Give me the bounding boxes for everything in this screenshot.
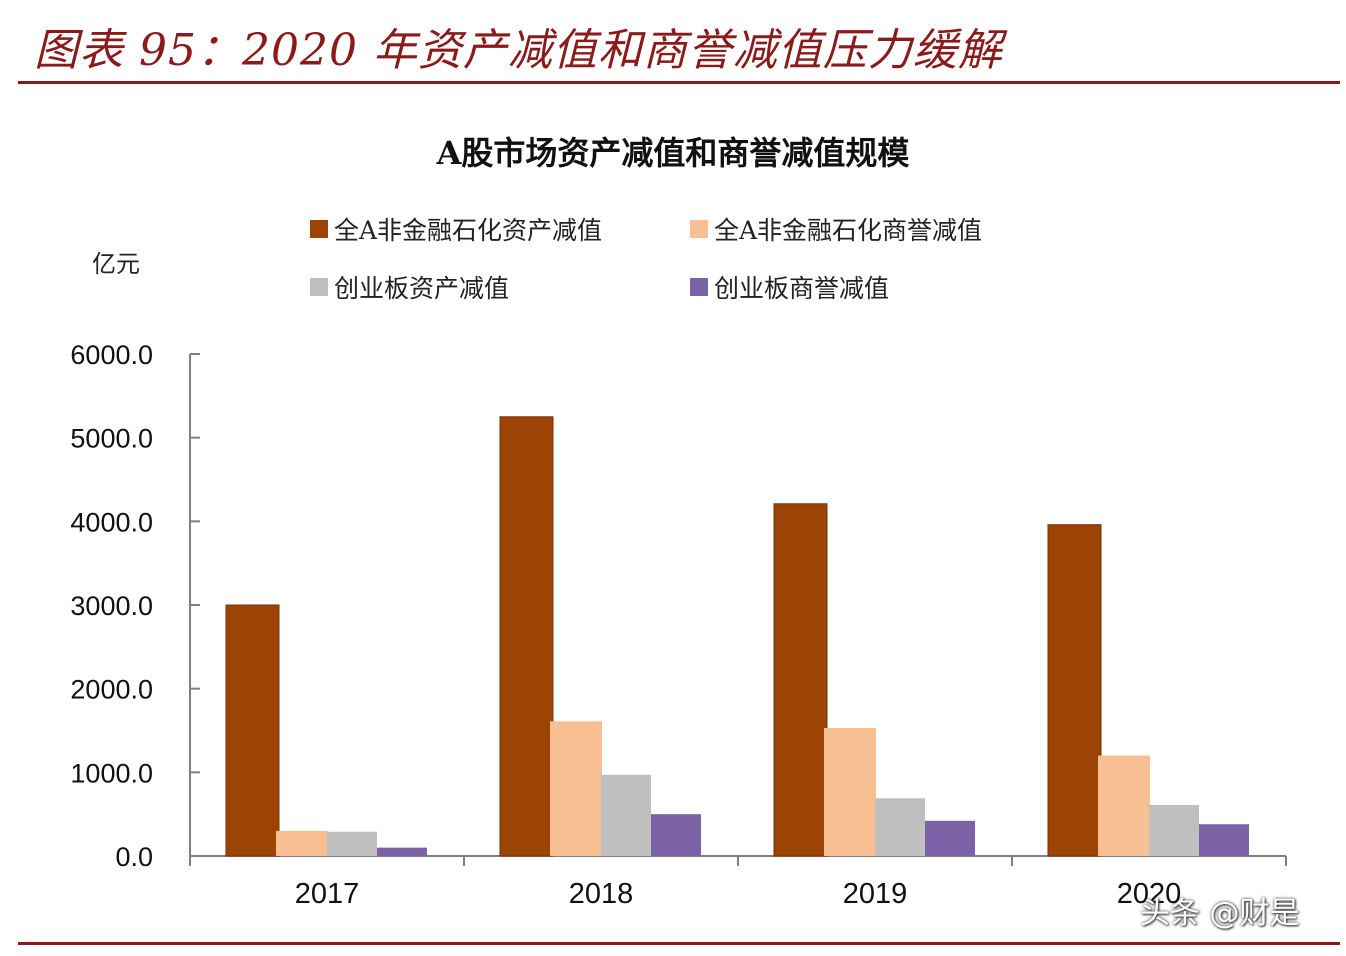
bar-1-2017 — [225, 604, 280, 857]
bar-3-2019 — [875, 798, 925, 856]
legend-swatch-series-1 — [310, 220, 328, 238]
bar-4-2020 — [1199, 824, 1249, 856]
bar-1-2019 — [773, 503, 828, 857]
bar-4-2019 — [925, 820, 975, 856]
legend-label-series-3: 创业板资产减值 — [334, 274, 510, 303]
y-tick-label: 3000.0 — [70, 591, 153, 621]
top-divider — [18, 81, 1340, 84]
bottom-divider — [18, 942, 1340, 945]
bar-1-2020 — [1047, 524, 1102, 857]
bar-2-2020 — [1098, 755, 1150, 856]
x-tick-label: 2019 — [843, 878, 908, 910]
bar-3-2017 — [327, 831, 377, 856]
legend-item-series-1: 全A非金融石化资产减值 — [310, 214, 603, 245]
y-tick-label: 5000.0 — [70, 424, 153, 454]
chart-title: A股市场资产减值和商誉减值规模 — [436, 134, 910, 172]
legend-label-series-4: 创业板商誉减值 — [714, 274, 890, 303]
bar-2-2019 — [824, 727, 876, 856]
watermark: 头条 @财是 — [1140, 896, 1300, 931]
y-tick-label: 1000.0 — [70, 758, 153, 788]
bar-3-2020 — [1149, 804, 1199, 856]
y-tick-label: 6000.0 — [70, 340, 153, 370]
legend-item-series-3: 创业板资产减值 — [310, 272, 510, 303]
bar-4-2018 — [651, 814, 701, 856]
y-axis-unit-label: 亿元 — [92, 250, 140, 278]
legend-label-series-2: 全A非金融石化商誉减值 — [714, 216, 983, 245]
x-tick-label: 2017 — [295, 878, 360, 910]
figure-title: 图表 95：2020 年资产减值和商誉减值压力缓解 — [34, 25, 1003, 76]
y-tick-label: 0.0 — [115, 842, 153, 872]
bar-2-2017 — [276, 830, 328, 856]
x-tick-label: 2020 — [1117, 878, 1182, 910]
legend-label-series-1: 全A非金融石化资产减值 — [334, 216, 603, 245]
y-tick-label: 2000.0 — [70, 675, 153, 705]
legend-swatch-series-3 — [310, 278, 328, 296]
bar-4-2017 — [377, 847, 427, 856]
legend-item-series-2: 全A非金融石化商誉减值 — [690, 214, 983, 245]
y-tick-label: 4000.0 — [70, 507, 153, 537]
legend-item-series-4: 创业板商誉减值 — [690, 272, 890, 303]
legend-swatch-series-4 — [690, 278, 708, 296]
legend-swatch-series-2 — [690, 220, 708, 238]
bar-1-2018 — [499, 416, 554, 857]
bar-2-2018 — [550, 721, 602, 856]
bar-3-2018 — [601, 774, 651, 856]
x-tick-label: 2018 — [569, 878, 634, 910]
